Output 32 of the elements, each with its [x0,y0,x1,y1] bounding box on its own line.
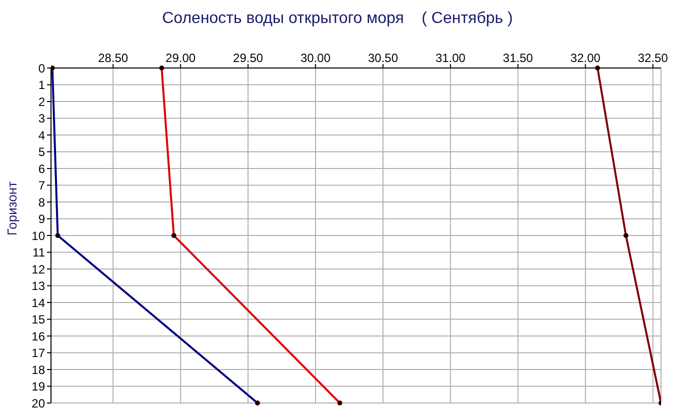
y-tick-label: 17 [32,346,46,360]
y-tick-label: 7 [38,178,46,193]
y-tick-label: 20 [32,396,46,410]
y-tick-label: 6 [38,162,46,176]
y-tick-label: 13 [32,279,46,294]
y-tick-label: 1 [38,78,46,92]
y-tick-label: 0 [38,61,46,76]
x-tick-label: 32.50 [638,51,668,65]
y-tick-label: 3 [38,112,46,126]
y-tick-label: 11 [32,246,46,260]
x-tick-label: 31.50 [502,51,534,65]
y-tick-label: 15 [32,312,46,327]
y-tick-label: 18 [32,362,46,377]
y-tick-label: 10 [32,228,46,243]
x-tick-label: 31.00 [435,51,466,65]
y-tick-label: 9 [38,212,46,226]
y-tick-label: 14 [32,296,46,310]
y-tick-label: 19 [32,380,46,394]
y-tick-label: 5 [38,145,46,160]
y-tick-label: 16 [32,329,46,344]
x-tick-label: 32.00 [570,51,601,65]
x-tick-label: 30.00 [300,51,331,65]
x-tick-label: 30.50 [368,51,398,65]
y-tick-label: 12 [32,262,46,276]
x-tick-label: 28.50 [98,51,128,65]
y-axis-title: Горизонт [4,181,20,236]
chart-title: Соленость воды открытого моря ( Сентябрь ) [161,10,514,28]
y-tick-label: 4 [38,128,46,142]
x-tick-label: 29.50 [233,51,264,65]
y-tick-label: 2 [38,94,46,109]
y-tick-label: 8 [38,195,46,210]
x-tick-label: 29.00 [166,51,196,65]
